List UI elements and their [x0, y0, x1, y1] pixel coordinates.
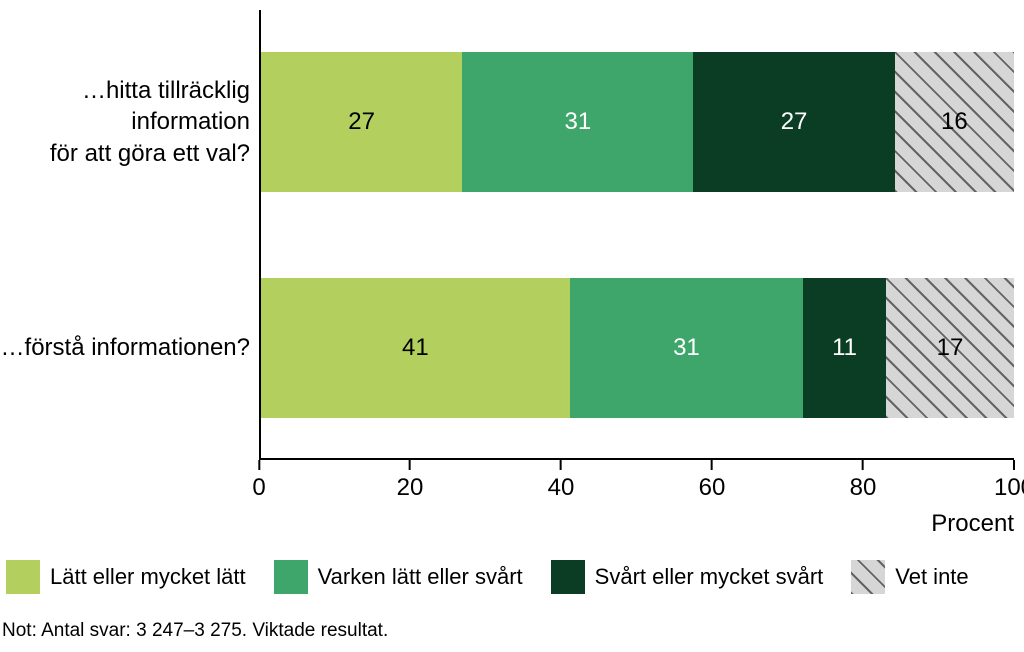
bar-segment-vetinte: 17 [886, 278, 1014, 418]
bar-segment-latt: 41 [261, 278, 570, 418]
legend-swatch [274, 560, 308, 594]
bar-segment-svart: 27 [693, 52, 894, 192]
bar-row: 27312716 [261, 52, 1014, 192]
x-axis-title: Procent [931, 510, 1014, 538]
legend-swatch [551, 560, 585, 594]
stacked-bar-chart: 2731271641311117 …hitta tillräckliginfor… [0, 0, 1024, 652]
x-tick: 0 [252, 460, 265, 502]
legend-item-vetinte: Vet inte [851, 560, 968, 594]
legend-item-svart: Svårt eller mycket svårt [551, 560, 824, 594]
x-tick: 60 [699, 460, 726, 502]
x-tick: 40 [548, 460, 575, 502]
legend-label: Lätt eller mycket lätt [50, 564, 246, 590]
bar-segment-svart: 11 [803, 278, 886, 418]
plot-area: 2731271641311117 [259, 10, 1014, 460]
legend-label: Vet inte [895, 564, 968, 590]
legend-item-varken: Varken lätt eller svårt [274, 560, 523, 594]
legend-swatch [851, 560, 885, 594]
bar-row: 41311117 [261, 278, 1014, 418]
bar-segment-varken: 31 [570, 278, 803, 418]
legend-label: Varken lätt eller svårt [318, 564, 523, 590]
x-tick: 20 [397, 460, 424, 502]
bar-segment-varken: 31 [462, 52, 693, 192]
category-label: …hitta tillräckliginformationför att gör… [0, 75, 250, 169]
legend-swatch [6, 560, 40, 594]
legend-label: Svårt eller mycket svårt [595, 564, 824, 590]
x-tick: 100 [994, 460, 1024, 502]
legend-item-latt: Lätt eller mycket lätt [6, 560, 246, 594]
footnote: Not: Antal svar: 3 247–3 275. Viktade re… [2, 620, 388, 642]
x-tick: 80 [850, 460, 877, 502]
bar-segment-latt: 27 [261, 52, 462, 192]
category-label: …förstå informationen? [0, 332, 250, 363]
legend: Lätt eller mycket lätt Varken lätt eller … [0, 560, 1024, 594]
bar-segment-vetinte: 16 [895, 52, 1014, 192]
